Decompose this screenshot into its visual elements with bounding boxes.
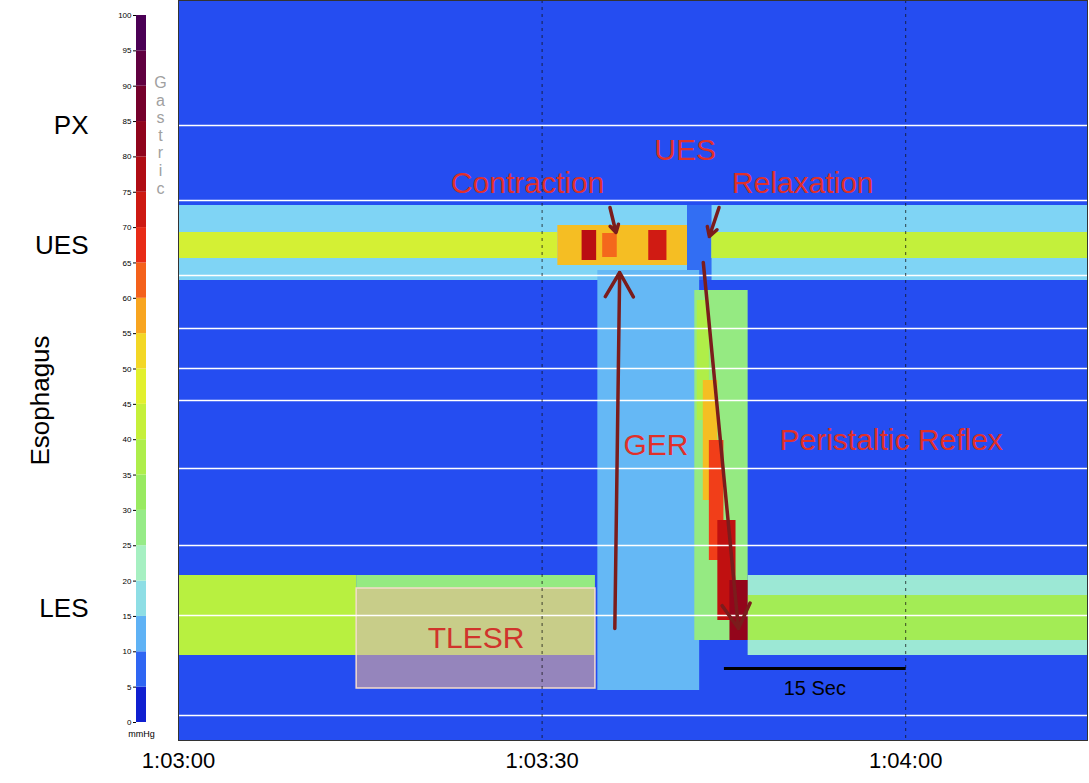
svg-text:10: 10 bbox=[123, 647, 132, 656]
svg-text:50: 50 bbox=[123, 365, 132, 374]
svg-text:Relaxation: Relaxation bbox=[732, 166, 874, 199]
svg-text:15: 15 bbox=[123, 612, 132, 621]
svg-text:1:03:30: 1:03:30 bbox=[505, 748, 578, 773]
svg-text:GER: GER bbox=[624, 428, 689, 461]
svg-text:80: 80 bbox=[123, 152, 132, 161]
svg-text:75: 75 bbox=[123, 188, 132, 197]
svg-text:0: 0 bbox=[127, 718, 132, 727]
svg-text:Esophagus: Esophagus bbox=[25, 335, 55, 465]
svg-text:1:04:00: 1:04:00 bbox=[869, 748, 942, 773]
svg-text:70: 70 bbox=[123, 223, 132, 232]
svg-text:30: 30 bbox=[123, 506, 132, 515]
svg-text:20: 20 bbox=[123, 577, 132, 586]
svg-text:5: 5 bbox=[127, 683, 132, 692]
svg-text:LES: LES bbox=[39, 593, 88, 623]
svg-text:1:03:00: 1:03:00 bbox=[142, 748, 215, 773]
svg-text:95: 95 bbox=[123, 46, 132, 55]
svg-text:25: 25 bbox=[123, 541, 132, 550]
svg-text:45: 45 bbox=[123, 400, 132, 409]
svg-text:85: 85 bbox=[123, 117, 132, 126]
svg-text:35: 35 bbox=[123, 471, 132, 480]
svg-text:UES: UES bbox=[35, 230, 88, 260]
svg-text:Peristaltic Reflex: Peristaltic Reflex bbox=[779, 423, 1002, 456]
svg-text:Contraction: Contraction bbox=[451, 166, 604, 199]
svg-text:60: 60 bbox=[123, 294, 132, 303]
svg-text:65: 65 bbox=[123, 259, 132, 268]
svg-text:PX: PX bbox=[54, 110, 89, 140]
svg-text:UES: UES bbox=[654, 133, 716, 166]
svg-text:15 Sec: 15 Sec bbox=[784, 677, 846, 699]
svg-text:TLESR: TLESR bbox=[428, 621, 525, 654]
svg-text:100: 100 bbox=[118, 11, 132, 20]
svg-text:mmHg: mmHg bbox=[128, 729, 155, 739]
svg-text:40: 40 bbox=[123, 435, 132, 444]
svg-text:Gastric: Gastric bbox=[154, 74, 166, 197]
svg-text:90: 90 bbox=[123, 82, 132, 91]
svg-text:55: 55 bbox=[123, 329, 132, 338]
